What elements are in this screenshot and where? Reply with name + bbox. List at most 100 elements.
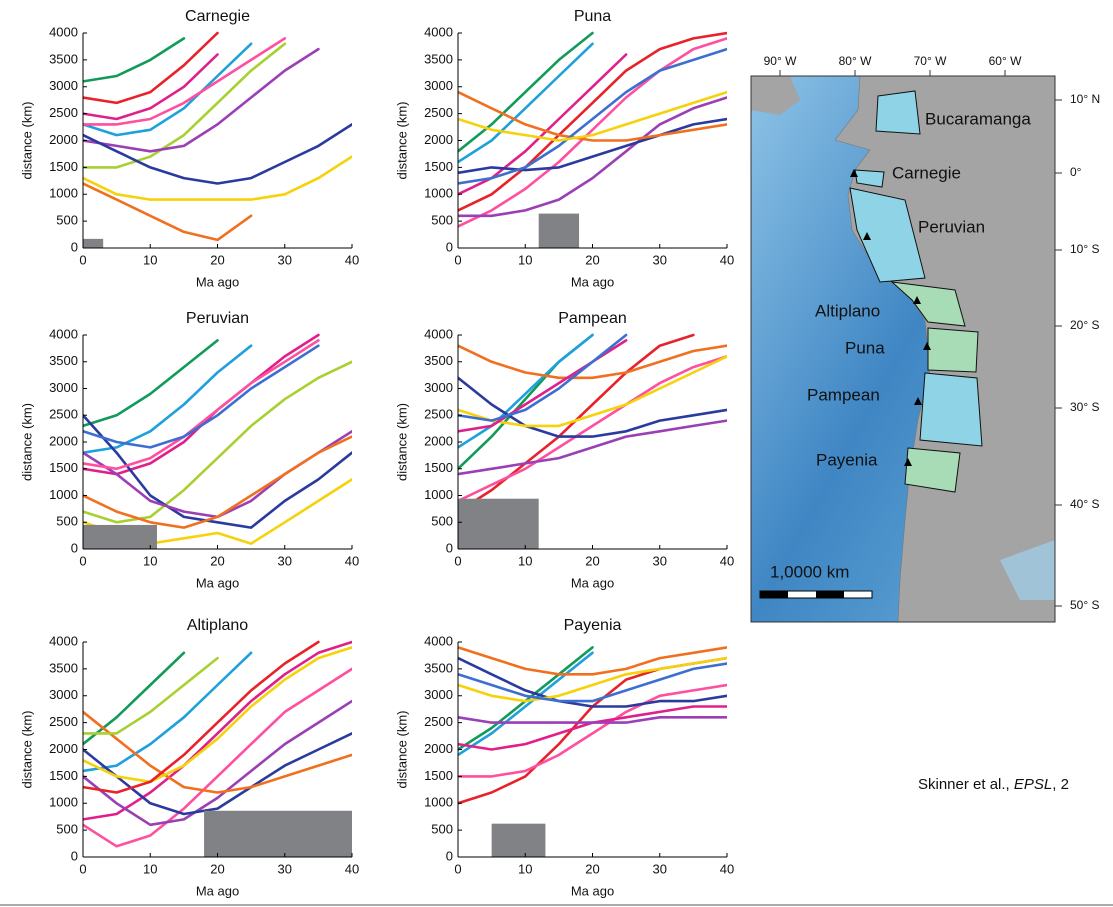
y-tick-label: 1500 [424, 460, 453, 475]
y-tick-label: 1500 [424, 768, 453, 783]
y-tick-label: 2000 [424, 132, 453, 147]
y-tick-label: 2500 [49, 714, 78, 729]
lat-label: 10° N [1070, 92, 1100, 106]
scale-segment [760, 591, 788, 598]
lat-label: 10° S [1070, 242, 1099, 256]
x-tick-label: 10 [518, 553, 532, 568]
y-tick-label: 0 [71, 848, 78, 863]
x-axis-label: Ma ago [571, 575, 614, 590]
x-axis-label: Ma ago [571, 883, 614, 898]
y-axis-label: distance (km) [19, 101, 34, 179]
y-tick-label: 1500 [49, 159, 78, 174]
y-tick-label: 1000 [424, 487, 453, 502]
region-label: Altiplano [815, 301, 880, 320]
data-line [83, 346, 318, 448]
lat-label: 0° [1070, 165, 1082, 179]
x-tick-label: 40 [720, 553, 734, 568]
data-line [458, 658, 727, 803]
map: 1,0000 km [751, 76, 1055, 622]
y-tick-label: 0 [446, 239, 453, 254]
y-tick-label: 1000 [49, 487, 78, 502]
y-axis-label: distance (km) [19, 403, 34, 481]
y-tick-label: 2000 [49, 741, 78, 756]
y-tick-label: 4000 [49, 24, 78, 39]
data-line [83, 340, 318, 468]
data-line [458, 685, 727, 776]
y-tick-label: 2500 [49, 105, 78, 120]
x-tick-label: 0 [79, 252, 86, 267]
region-label: Bucaramanga [925, 109, 1031, 128]
y-tick-label: 4000 [49, 326, 78, 341]
x-tick-label: 30 [278, 252, 292, 267]
x-tick-label: 40 [345, 553, 359, 568]
gray-box [83, 525, 157, 549]
y-tick-label: 3000 [424, 687, 453, 702]
y-axis-label: distance (km) [394, 403, 409, 481]
y-tick-label: 2500 [424, 407, 453, 422]
x-tick-label: 10 [143, 861, 157, 876]
x-tick-label: 40 [720, 252, 734, 267]
y-tick-label: 500 [56, 213, 78, 228]
data-line [458, 119, 727, 173]
region-label: Pampean [807, 385, 880, 404]
region [905, 448, 960, 492]
y-axis-label: distance (km) [394, 101, 409, 179]
x-tick-label: 0 [454, 553, 461, 568]
plot-area [458, 33, 727, 227]
x-tick-label: 30 [278, 861, 292, 876]
y-tick-label: 3500 [424, 660, 453, 675]
panel: 0500100015002000250030003500400001020304… [394, 8, 734, 289]
x-tick-label: 40 [345, 252, 359, 267]
data-line [83, 340, 218, 426]
y-tick-label: 0 [71, 540, 78, 555]
chart-title: Altiplano [187, 617, 248, 634]
y-tick-label: 1000 [49, 795, 78, 810]
data-line [83, 157, 352, 200]
chart-title: Payenia [564, 617, 622, 634]
region [876, 91, 920, 134]
y-tick-label: 4000 [49, 633, 78, 648]
data-line [83, 38, 285, 124]
lon-label: 90° W [764, 54, 797, 68]
data-line [83, 44, 251, 135]
lat-label: 40° S [1070, 497, 1099, 511]
citation-rest: , 2 [1052, 776, 1069, 793]
x-tick-label: 0 [454, 861, 461, 876]
chart-title: Carnegie [185, 8, 250, 25]
data-line [458, 33, 727, 210]
plot-area [458, 335, 727, 512]
y-tick-label: 500 [56, 514, 78, 529]
data-line [83, 658, 218, 733]
lat-label: 20° S [1070, 318, 1099, 332]
lat-label: 50° S [1070, 598, 1099, 612]
data-line [83, 346, 251, 453]
panel: 0500100015002000250030003500400001020304… [19, 617, 359, 898]
chart-title: Pampean [558, 310, 627, 327]
citation-authors: Skinner et al., [918, 776, 1014, 793]
y-tick-label: 4000 [424, 24, 453, 39]
x-tick-label: 10 [143, 252, 157, 267]
y-tick-label: 3500 [49, 51, 78, 66]
y-tick-label: 3000 [424, 380, 453, 395]
x-tick-label: 30 [653, 553, 667, 568]
y-tick-label: 2000 [49, 132, 78, 147]
scale-label: 1,0000 km [770, 562, 849, 581]
y-tick-label: 4000 [424, 326, 453, 341]
data-line [83, 701, 352, 825]
y-tick-label: 0 [446, 540, 453, 555]
region-label: Carnegie [892, 163, 961, 182]
y-tick-label: 500 [431, 822, 453, 837]
y-axis-label: distance (km) [19, 710, 34, 788]
lon-label: 80° W [839, 54, 872, 68]
data-line [458, 335, 593, 447]
plot-area [83, 33, 352, 240]
y-tick-label: 500 [431, 213, 453, 228]
figure: 1,0000 km Skinner et al., EPSL, 2 90° W8… [0, 0, 1113, 907]
y-tick-label: 2500 [424, 714, 453, 729]
chart-title: Puna [574, 8, 611, 25]
scale-bar [760, 591, 872, 598]
